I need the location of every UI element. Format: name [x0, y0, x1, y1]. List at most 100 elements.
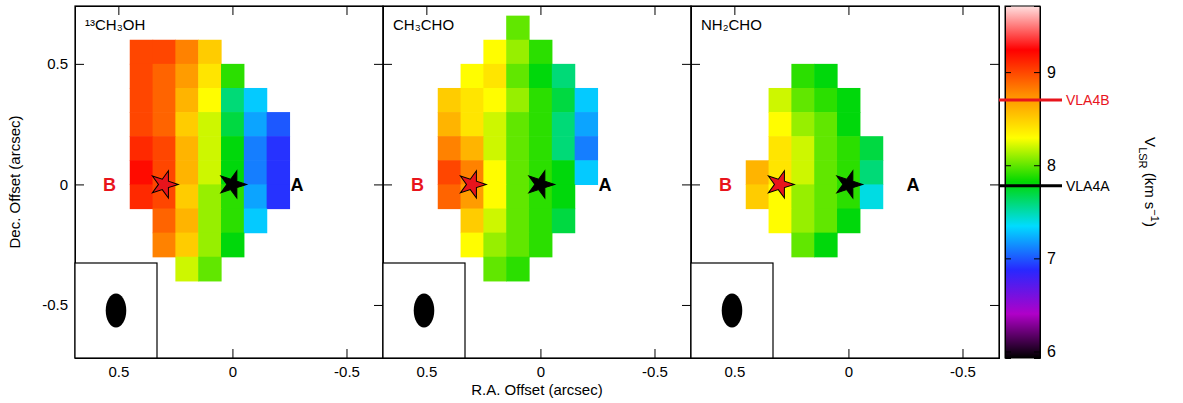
cell — [461, 112, 484, 137]
tick: -0.5 — [334, 349, 360, 380]
cell — [221, 64, 244, 89]
y-axis-right — [682, 7, 692, 359]
cell — [483, 40, 506, 65]
cell — [438, 112, 461, 137]
cell — [198, 136, 221, 161]
cell — [130, 88, 153, 113]
cell — [483, 88, 506, 113]
cell — [814, 112, 837, 137]
cell — [814, 160, 837, 185]
colorbar-marker-label: VLA4A — [1066, 178, 1110, 194]
cell — [769, 209, 792, 234]
tick — [1005, 351, 1011, 352]
tick-mark — [1034, 165, 1040, 166]
cell — [175, 64, 198, 89]
tick-label: 8 — [1047, 157, 1056, 174]
cell — [198, 233, 221, 258]
cell — [438, 184, 461, 209]
tick-label: 6 — [1047, 343, 1056, 360]
cell — [506, 257, 529, 282]
y-axis-right — [374, 7, 384, 359]
tick — [374, 305, 383, 306]
cell — [198, 209, 221, 234]
cell — [837, 88, 860, 113]
cell — [175, 136, 198, 161]
tick-label: -0.5 — [42, 296, 68, 313]
cell — [244, 112, 267, 137]
tick-mark — [1034, 258, 1040, 259]
cell — [529, 209, 552, 234]
panel-title: CH₃CHO — [393, 16, 454, 33]
tick-mark — [383, 184, 392, 185]
cell — [483, 257, 506, 282]
cell — [198, 88, 221, 113]
cell — [575, 136, 598, 161]
tick — [682, 64, 691, 65]
tick-mark — [374, 64, 383, 65]
plot-area — [746, 64, 883, 257]
tick-label: 7 — [1047, 250, 1056, 267]
cell — [552, 64, 575, 89]
source-star — [455, 167, 489, 200]
tick: 7 — [1034, 250, 1056, 267]
source-label: A — [906, 175, 919, 195]
beam-box — [75, 263, 157, 358]
tick — [962, 6, 963, 15]
cell — [483, 64, 506, 89]
cell — [506, 64, 529, 89]
tick-mark — [1005, 165, 1011, 166]
tick-label: 0 — [845, 363, 853, 380]
cell — [267, 112, 290, 137]
source-label: A — [598, 175, 611, 195]
tick — [990, 64, 999, 65]
tick — [232, 6, 233, 15]
tick — [734, 6, 735, 15]
axis-line — [692, 7, 1000, 16]
cell — [153, 136, 176, 161]
cell — [837, 209, 860, 234]
cell — [814, 136, 837, 161]
cell — [175, 88, 198, 113]
cell — [461, 136, 484, 161]
beam-box — [383, 263, 465, 358]
tick-mark — [990, 305, 999, 306]
tick-mark — [75, 64, 84, 65]
cell — [769, 136, 792, 161]
panel: 0.50-0.5CH₃CHOBA — [383, 6, 692, 380]
tick — [654, 6, 655, 15]
tick — [118, 6, 119, 15]
cell — [221, 233, 244, 258]
cell — [506, 112, 529, 137]
cell — [483, 160, 506, 185]
cell — [198, 257, 221, 282]
tick-mark — [654, 6, 655, 15]
cell — [483, 112, 506, 137]
tick-mark — [682, 64, 691, 65]
cell — [175, 184, 198, 209]
cell — [244, 160, 267, 185]
axis-line — [384, 7, 692, 16]
cell — [461, 233, 484, 258]
cell — [860, 160, 883, 185]
tick — [691, 184, 700, 185]
tick: -0.5 — [950, 349, 976, 380]
tick-label: 0 — [537, 363, 545, 380]
tick-mark — [962, 349, 963, 358]
cell — [529, 40, 552, 65]
tick-mark — [232, 349, 233, 358]
tick-label: -0.5 — [950, 363, 976, 380]
x-axis-top — [76, 6, 384, 15]
cell — [506, 136, 529, 161]
cell — [244, 184, 267, 209]
cell — [153, 88, 176, 113]
tick-mark — [383, 64, 392, 65]
colorbar-axis-left — [1005, 7, 1011, 359]
cell — [552, 184, 575, 209]
tick: -0.5 — [642, 349, 668, 380]
cell — [267, 136, 290, 161]
cell — [529, 136, 552, 161]
tick: 6 — [1034, 343, 1056, 360]
y-axis-title: Dec. Offset (arcsec) — [6, 115, 23, 248]
source-label: B — [411, 175, 424, 195]
tick-label: -0.5 — [642, 363, 668, 380]
